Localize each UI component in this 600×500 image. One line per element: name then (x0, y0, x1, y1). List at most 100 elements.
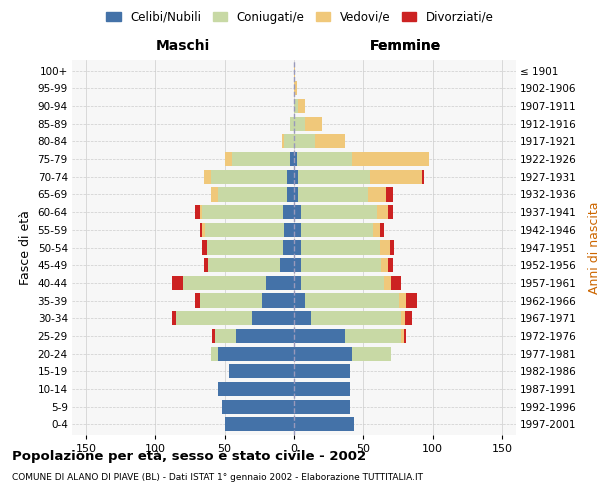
Bar (196, 205, 200, 219)
Bar (218, 188, 287, 202)
Bar (297, 152, 352, 166)
Bar (172, 276, 183, 290)
Bar (294, 64, 295, 78)
Bar (294, 152, 297, 166)
Bar (401, 329, 404, 343)
Bar (294, 240, 301, 254)
Bar (211, 170, 287, 184)
Bar (284, 222, 294, 237)
Bar (202, 222, 205, 237)
Bar (406, 294, 418, 308)
Bar (204, 170, 211, 184)
Bar (388, 205, 392, 219)
Bar (294, 346, 352, 360)
Legend: Celibi/Nubili, Coniugati/e, Vedovi/e, Divorziati/e: Celibi/Nubili, Coniugati/e, Vedovi/e, Di… (101, 6, 499, 28)
Bar (380, 222, 384, 237)
Bar (224, 152, 232, 166)
Bar (294, 99, 298, 113)
Bar (206, 240, 283, 254)
Bar (212, 329, 215, 343)
Bar (183, 276, 266, 290)
Bar (229, 364, 294, 378)
Bar (294, 222, 301, 237)
Bar (404, 329, 406, 343)
Bar (294, 382, 350, 396)
Bar (215, 329, 236, 343)
Bar (224, 418, 294, 432)
Bar (294, 116, 305, 131)
Bar (266, 276, 294, 290)
Text: Femmine: Femmine (370, 38, 440, 52)
Bar (301, 258, 382, 272)
Bar (384, 276, 391, 290)
Y-axis label: Anni di nascita: Anni di nascita (588, 201, 600, 294)
Bar (200, 222, 202, 237)
Bar (298, 188, 368, 202)
Bar (281, 134, 284, 148)
Bar (172, 311, 176, 326)
Bar (298, 170, 370, 184)
Bar (294, 205, 301, 219)
Text: Popolazione per età, sesso e stato civile - 2002: Popolazione per età, sesso e stato civil… (12, 450, 366, 463)
Bar (391, 276, 401, 290)
Bar (218, 346, 294, 360)
Bar (290, 116, 294, 131)
Bar (377, 205, 388, 219)
Bar (208, 258, 280, 272)
Bar (401, 311, 405, 326)
Bar (301, 205, 377, 219)
Y-axis label: Fasce di età: Fasce di età (19, 210, 32, 285)
Bar (294, 276, 301, 290)
Bar (294, 258, 301, 272)
Bar (370, 170, 422, 184)
Bar (253, 311, 294, 326)
Bar (373, 222, 380, 237)
Bar (284, 134, 294, 148)
Bar (202, 240, 206, 254)
Bar (298, 99, 305, 113)
Bar (368, 188, 386, 202)
Bar (315, 134, 346, 148)
Text: Maschi: Maschi (156, 38, 210, 52)
Bar (305, 116, 322, 131)
Bar (400, 294, 406, 308)
Bar (211, 188, 218, 202)
Bar (294, 294, 305, 308)
Bar (218, 382, 294, 396)
Bar (301, 276, 384, 290)
Bar (287, 170, 294, 184)
Text: COMUNE DI ALANO DI PIAVE (BL) - Dati ISTAT 1° gennaio 2002 - Elaborazione TUTTIT: COMUNE DI ALANO DI PIAVE (BL) - Dati IST… (12, 472, 423, 482)
Bar (388, 258, 392, 272)
Bar (287, 188, 294, 202)
Bar (200, 294, 262, 308)
Bar (204, 258, 208, 272)
Bar (222, 400, 294, 414)
Bar (202, 205, 283, 219)
Bar (176, 311, 253, 326)
Bar (294, 170, 298, 184)
Bar (196, 294, 200, 308)
Bar (301, 222, 373, 237)
Bar (294, 311, 311, 326)
Text: Femmine: Femmine (370, 38, 440, 52)
Bar (346, 329, 401, 343)
Bar (280, 258, 294, 272)
Bar (200, 205, 202, 219)
Bar (386, 188, 392, 202)
Bar (283, 240, 294, 254)
Bar (205, 222, 284, 237)
Bar (422, 170, 424, 184)
Bar (294, 134, 315, 148)
Bar (305, 294, 400, 308)
Bar (294, 400, 350, 414)
Bar (290, 152, 294, 166)
Bar (294, 364, 350, 378)
Bar (294, 418, 353, 432)
Bar (262, 294, 294, 308)
Bar (390, 240, 394, 254)
Bar (294, 329, 346, 343)
Bar (352, 346, 391, 360)
Bar (294, 188, 298, 202)
Bar (311, 311, 401, 326)
Bar (352, 152, 428, 166)
